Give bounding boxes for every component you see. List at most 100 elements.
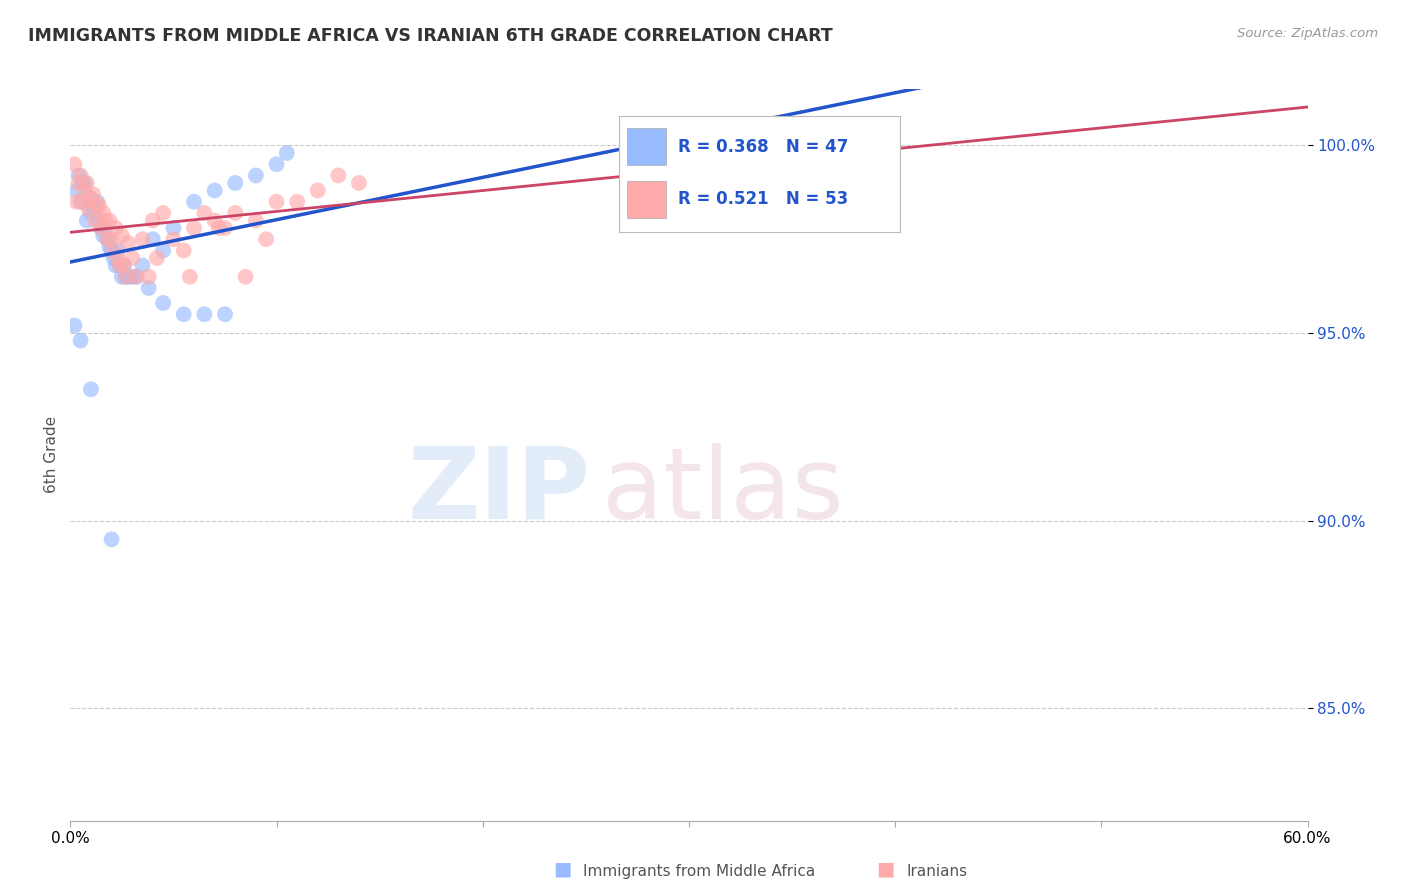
Point bbox=[69, 169, 91, 183]
Point bbox=[107, 244, 129, 258]
Point bbox=[112, 259, 135, 273]
Point bbox=[117, 235, 139, 250]
Point bbox=[285, 194, 308, 209]
Point bbox=[94, 213, 117, 227]
Point bbox=[76, 213, 98, 227]
Text: ■: ■ bbox=[553, 860, 572, 879]
Point bbox=[96, 232, 118, 246]
Point bbox=[69, 334, 91, 348]
Point bbox=[121, 269, 143, 284]
Point bbox=[94, 221, 117, 235]
Point bbox=[266, 194, 288, 209]
Point bbox=[204, 213, 226, 227]
Point bbox=[142, 213, 165, 227]
Point bbox=[179, 269, 201, 284]
Point bbox=[208, 221, 231, 235]
Point bbox=[173, 244, 195, 258]
Point bbox=[266, 157, 288, 171]
Point bbox=[84, 213, 107, 227]
Point bbox=[115, 269, 138, 284]
Text: ■: ■ bbox=[876, 860, 896, 879]
Point bbox=[80, 191, 103, 205]
Point bbox=[214, 307, 236, 321]
Point bbox=[740, 131, 762, 145]
Point bbox=[115, 269, 138, 284]
Point bbox=[183, 194, 205, 209]
Text: Source: ZipAtlas.com: Source: ZipAtlas.com bbox=[1237, 27, 1378, 40]
Point bbox=[89, 198, 111, 212]
Point bbox=[131, 232, 153, 246]
Point bbox=[125, 269, 148, 284]
Point bbox=[235, 269, 257, 284]
Point bbox=[96, 232, 118, 246]
Point bbox=[276, 145, 298, 160]
Point bbox=[125, 269, 148, 284]
Point bbox=[152, 244, 174, 258]
Point bbox=[204, 184, 226, 198]
Point bbox=[245, 169, 267, 183]
Point bbox=[69, 194, 91, 209]
Point bbox=[224, 206, 246, 220]
Point bbox=[108, 259, 131, 273]
Point bbox=[91, 228, 114, 243]
Y-axis label: 6th Grade: 6th Grade bbox=[44, 417, 59, 493]
Text: ZIP: ZIP bbox=[408, 443, 591, 540]
Point bbox=[183, 221, 205, 235]
Point bbox=[117, 269, 139, 284]
Point bbox=[193, 206, 215, 220]
Point bbox=[100, 232, 122, 246]
Point bbox=[84, 202, 107, 217]
Point bbox=[103, 244, 125, 258]
Point bbox=[73, 184, 96, 198]
Point bbox=[80, 206, 103, 220]
Point bbox=[142, 232, 165, 246]
Point bbox=[104, 259, 127, 273]
Point bbox=[76, 176, 98, 190]
Point bbox=[224, 176, 246, 190]
Point bbox=[103, 251, 125, 265]
Point bbox=[72, 194, 94, 209]
Point bbox=[90, 221, 112, 235]
Point bbox=[67, 169, 90, 183]
Point bbox=[162, 221, 184, 235]
Point bbox=[138, 269, 160, 284]
Point bbox=[152, 296, 174, 310]
Point bbox=[73, 176, 96, 190]
Point bbox=[65, 184, 87, 198]
Point bbox=[347, 176, 370, 190]
Point bbox=[214, 221, 236, 235]
Point bbox=[98, 240, 121, 254]
Point bbox=[307, 184, 329, 198]
Point bbox=[254, 232, 277, 246]
Point bbox=[146, 251, 169, 265]
Point bbox=[89, 213, 111, 227]
Bar bbox=[627, 181, 666, 218]
Bar bbox=[627, 128, 666, 165]
Point bbox=[72, 176, 94, 190]
Point bbox=[86, 194, 108, 209]
Point bbox=[65, 194, 87, 209]
Point bbox=[63, 318, 86, 333]
Point bbox=[100, 533, 122, 547]
Text: Immigrants from Middle Africa: Immigrants from Middle Africa bbox=[583, 863, 815, 879]
Point bbox=[77, 202, 100, 217]
Point bbox=[111, 228, 134, 243]
Point bbox=[245, 213, 267, 227]
Point bbox=[328, 169, 350, 183]
Text: R = 0.368   N = 47: R = 0.368 N = 47 bbox=[678, 138, 848, 156]
Point bbox=[173, 307, 195, 321]
Point bbox=[82, 198, 104, 212]
Point bbox=[80, 382, 103, 396]
Text: Iranians: Iranians bbox=[907, 863, 967, 879]
Point bbox=[780, 138, 803, 153]
Point bbox=[91, 206, 114, 220]
Point bbox=[82, 187, 104, 202]
Point bbox=[98, 213, 121, 227]
Text: R = 0.521   N = 53: R = 0.521 N = 53 bbox=[678, 191, 848, 209]
Point bbox=[104, 221, 127, 235]
Point bbox=[107, 251, 129, 265]
Point bbox=[111, 269, 134, 284]
Point bbox=[100, 244, 122, 258]
Point bbox=[138, 281, 160, 295]
Point bbox=[86, 198, 108, 212]
